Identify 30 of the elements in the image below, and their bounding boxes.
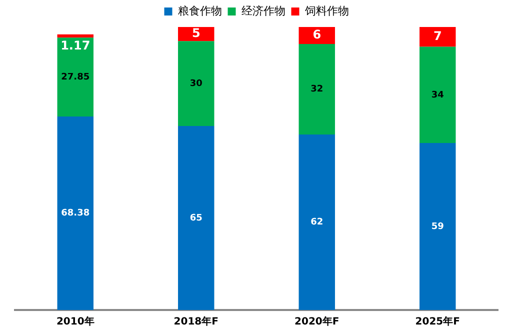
data-label: 34: [431, 90, 444, 100]
x-tick-label: 2020年F: [294, 316, 340, 328]
bar: [57, 38, 94, 116]
data-label: 62: [310, 218, 324, 228]
bar: [57, 34, 94, 38]
x-tick-label: 2025年F: [415, 316, 460, 328]
data-label: 59: [431, 222, 444, 232]
bar: [178, 126, 214, 310]
data-label: 1.17: [60, 38, 90, 52]
bar: [420, 27, 456, 47]
data-label: 68.38: [61, 208, 90, 219]
data-label: 5: [192, 26, 200, 40]
bar: [298, 134, 335, 310]
data-label: 65: [190, 213, 202, 224]
data-label: 7: [433, 29, 442, 44]
x-tick-label: 2010年: [56, 316, 94, 328]
legend-label: 粮食作物: [178, 4, 222, 18]
data-label: 27.85: [61, 72, 90, 82]
legend-label: 饲料作物: [304, 4, 349, 18]
bar: [298, 44, 335, 135]
data-label: 6: [312, 28, 322, 42]
bar: [298, 27, 335, 44]
bar: [420, 143, 456, 310]
data-label: 30: [190, 78, 202, 89]
legend-label: 经济作物: [241, 4, 286, 18]
bar: [178, 41, 214, 126]
bar: [420, 46, 456, 144]
x-tick-label: 2018年F: [174, 316, 218, 328]
bar: [57, 116, 94, 310]
data-label: 32: [310, 84, 324, 95]
